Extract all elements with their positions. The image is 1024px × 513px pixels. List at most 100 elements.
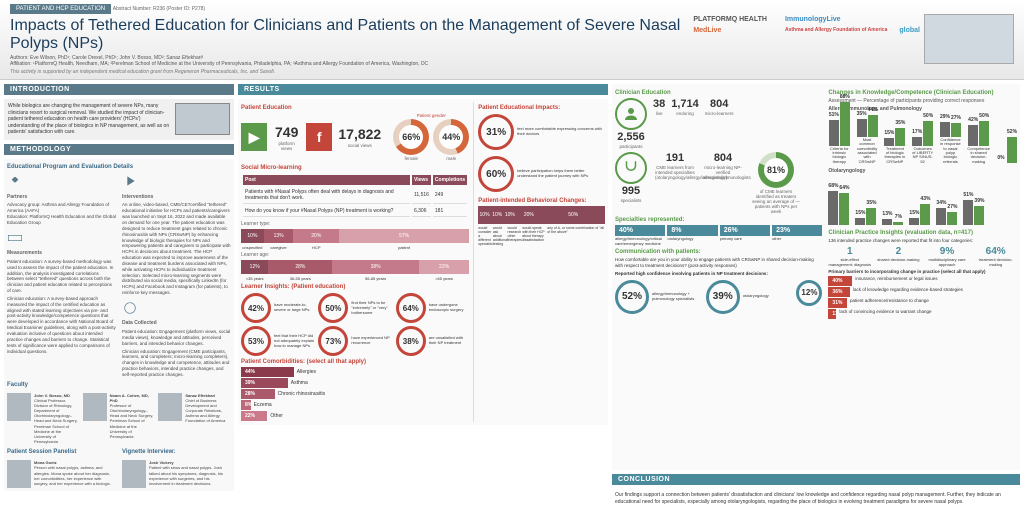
methodology-body: Educational Program and Evaluation Detai… [4, 159, 234, 492]
faculty-title: Clinical Professor, Division of Rhinolog… [34, 398, 80, 445]
sml-td: How do you know if your #Nasal Polyps (N… [243, 206, 410, 217]
results-body: Patient Education ▶ 749platform views f … [238, 99, 608, 425]
platform-icon: ▶ [241, 123, 267, 151]
social-views-label: social views [348, 143, 372, 148]
vignette-photo [122, 460, 146, 488]
social-views: 17,822 [338, 126, 381, 142]
sml-th: Views [412, 175, 431, 185]
measurements-label: Measurements [7, 250, 116, 257]
changes-sub: Assessment — Percentage of participants … [828, 98, 1017, 104]
seg: 38% [332, 260, 419, 274]
insight-text: have experienced NP recurrence [351, 336, 391, 346]
people-icon [615, 98, 647, 130]
patient-education-heading: Patient Education [241, 105, 469, 111]
insight-text: feel that their HCP did not adequately e… [274, 334, 314, 348]
seg: 10% [241, 229, 264, 243]
intro-thumbnail [175, 103, 230, 135]
learner-type-bar: 10%13%20%57% [241, 229, 469, 243]
interventions-text: An online, video-based, CME/CE?certified… [122, 202, 231, 296]
partners-education: Education: PlatformQ Health Education an… [7, 214, 116, 226]
cpi-heading: Clinician Practice Insights (evaluation … [828, 230, 1017, 236]
changes-heading: Changes in Knowledge/Competence (Clinici… [828, 90, 1017, 96]
seg: 10% [504, 206, 517, 224]
seg: 10% [491, 206, 504, 224]
ce-enduring: 1,714 [671, 98, 699, 110]
male-pct: 44% [439, 125, 463, 149]
barriers-head: Primary barriers to incorporating change… [828, 269, 1017, 275]
sml-td: 181 [433, 206, 467, 217]
learner-age-bar: 12%28%38%22% [241, 260, 469, 274]
global-logo: global [895, 25, 924, 36]
faculty-title: Professor of Otorhinolaryngology–Head an… [110, 403, 156, 439]
faculty-label: Faculty [7, 382, 231, 390]
ce-label: micro-learning NP-verified allergists/im… [703, 165, 743, 180]
conclusion-text: Our findings support a connection betwee… [612, 489, 1020, 509]
insight-pct: 38% [396, 326, 426, 356]
sml-td: 11,516 [412, 187, 431, 204]
data-collected-label: Data Collected [122, 320, 231, 327]
ce-label: live [656, 111, 663, 116]
faculty-photo [83, 393, 107, 421]
changes-g2-label: Otolaryngology [828, 168, 1017, 174]
poster-title: Impacts of Tethered Education for Clinic… [10, 17, 689, 52]
insight-pct: 50% [318, 293, 348, 323]
platform-views: 749 [275, 124, 298, 140]
ruler-icon [7, 230, 23, 246]
comm-label: allergy/immunology + pulmonology special… [652, 292, 702, 302]
pei-heading: Patient Educational Impacts: [478, 105, 605, 111]
affiliations: Affiliation: ¹PlatformQ Health, Needham,… [10, 61, 689, 67]
insight-pct: 64% [396, 293, 426, 323]
chart-allergy: 51%88%Criteria for intrinsic biologic th… [828, 114, 1017, 164]
ce-np: 804 [714, 152, 732, 164]
panelist-photo [7, 460, 31, 488]
cpi-sub: 136 intended practice changes were repor… [828, 238, 1017, 244]
measurements-clin: Clinician education: A survey-based appr… [7, 296, 116, 354]
pib-bar: 10%10%10%20%50% [478, 206, 605, 224]
seg: 13% [264, 229, 294, 243]
ce-donut-pct: 81% [764, 158, 788, 182]
conclusion-heading: CONCLUSION [612, 474, 1020, 485]
chart-oto: 68%64%15%35%13%7%15%43%34%27%51%39% [828, 176, 1017, 226]
methodology-heading: METHODOLOGY [4, 144, 234, 155]
sml-heading: Social Micro-learning [241, 165, 469, 171]
body: INTRODUCTION While biologics are changin… [0, 80, 1024, 513]
comm-sub: Reported high confidence involving patie… [615, 271, 822, 277]
comm-pct: 39% [706, 280, 740, 314]
pei-text: believe participation helps them better … [517, 169, 605, 179]
ce-label: participants [619, 144, 642, 149]
header: PATIENT AND HCP EDUCATION Abstract Numbe… [0, 0, 1024, 80]
measurements-pt: Patient education: A survey-based method… [7, 259, 116, 294]
learner-age-label: Learner age: [241, 252, 469, 258]
clinician-results: Clinician Education 2,556participants 38… [612, 84, 1020, 470]
comm-label: otolaryngology [743, 294, 793, 299]
pei-text: feel more comfortable expressing concern… [517, 127, 605, 137]
male-donut: 44% [433, 119, 469, 155]
seg: 12% [241, 260, 268, 274]
comm-prompt: How comfortable are you in your ability … [615, 257, 822, 269]
pei-pct: 31% [478, 114, 514, 150]
sml-th: Completions [433, 175, 467, 185]
seg: 20% [516, 206, 541, 224]
faculty-photo [158, 393, 182, 421]
comorbid-bars: 44%Allergies39%Asthma28%Chronic rhinosin… [241, 367, 469, 421]
panelist-label: Patient Session Panelist [7, 449, 116, 457]
middle-column: RESULTS Patient Education ▶ 749platform … [238, 84, 608, 509]
seg: 10% [478, 206, 491, 224]
immunologylive-logo: ImmunologyLive [781, 14, 924, 25]
learner-type-label: Learner type: [241, 221, 469, 227]
ce-live: 38 [653, 98, 665, 110]
faculty-name: Noam A. Cohen, MD, PhD [110, 393, 149, 403]
right-column: Clinician Education 2,556participants 38… [612, 84, 1020, 509]
insight-pct: 42% [241, 293, 271, 323]
data-collected-pt: Patient education: Engagement (platform … [122, 329, 231, 347]
logo-row: PLATFORMQ HEALTH MedLive ImmunologyLive … [689, 14, 924, 36]
partners-advocacy: Advocacy group: Asthma and Allergy Found… [7, 202, 116, 214]
sml-td: 6,306 [412, 206, 431, 217]
insight-pct: 73% [318, 326, 348, 356]
abstract-number: Abstract Number: R236 (Poster ID: P278) [113, 6, 205, 12]
medlive-logo: MedLive [689, 25, 771, 36]
partners-label: Partners [7, 194, 116, 201]
ce-participants: 2,556 [617, 131, 645, 143]
panelist-text: Person with nasal polyps, asthma, and al… [34, 465, 116, 486]
comorbid-heading: Patient Comorbidities: (select all that … [241, 359, 469, 365]
